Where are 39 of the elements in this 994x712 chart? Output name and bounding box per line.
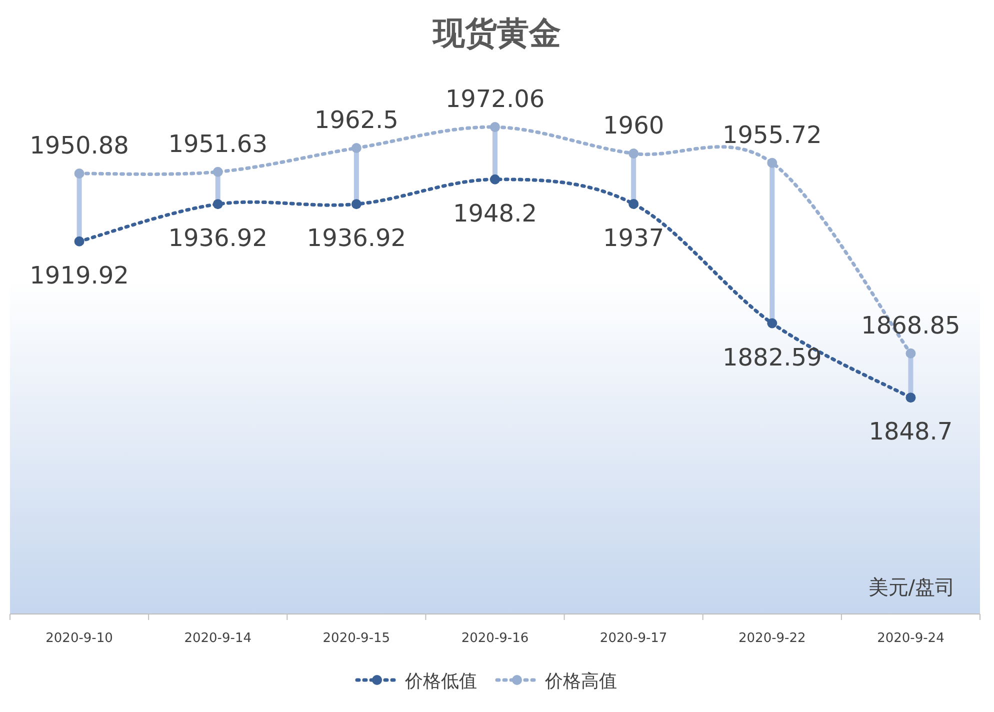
chart-title: 现货黄金 (432, 14, 561, 52)
data-label: 1868.85 (861, 311, 960, 340)
data-label: 1936.92 (168, 224, 268, 252)
data-label: 1951.63 (168, 130, 268, 158)
data-label: 1960 (603, 112, 664, 140)
x-tick-label: 2020-9-22 (738, 631, 806, 646)
point (906, 348, 916, 358)
point (74, 168, 84, 178)
x-tick-label: 2020-9-16 (461, 631, 529, 646)
point (628, 198, 639, 209)
data-label: 1937 (603, 224, 664, 252)
point (212, 199, 223, 210)
point (490, 122, 500, 132)
x-tick-label: 2020-9-24 (877, 631, 944, 646)
point (628, 148, 639, 158)
x-tick-label: 2020-9-15 (322, 631, 390, 646)
data-label: 1936.92 (306, 224, 406, 252)
point (351, 143, 362, 154)
data-label: 1948.2 (453, 199, 537, 228)
x-tick-label: 2020-9-17 (600, 631, 668, 646)
data-label: 1882.59 (722, 343, 822, 372)
point (490, 174, 500, 184)
point (212, 166, 223, 177)
data-label: 1919.92 (30, 261, 129, 290)
point (351, 199, 362, 210)
data-label: 1972.06 (445, 85, 545, 114)
data-label: 1848.7 (868, 418, 953, 446)
legend-label: 价格低值 (404, 671, 477, 692)
legend-label: 价格高值 (544, 671, 617, 692)
x-tick-label: 2020-9-14 (184, 631, 252, 646)
point (767, 158, 778, 168)
point (767, 318, 778, 328)
x-tick-label: 2020-9-10 (46, 631, 113, 646)
text: 美元/盘司 (868, 575, 955, 599)
data-label: 1950.88 (30, 132, 129, 160)
data-label: 1955.72 (722, 120, 822, 149)
point (906, 392, 916, 403)
data-label: 1962.5 (314, 106, 398, 134)
point (74, 236, 84, 246)
